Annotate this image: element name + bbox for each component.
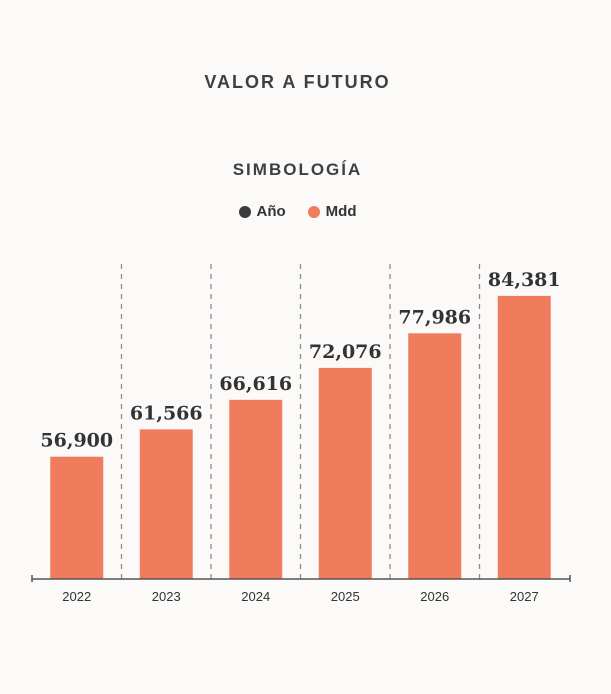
tick-label-2027: 2027: [510, 589, 539, 604]
legend-label-year: Año: [256, 203, 286, 220]
tick-label-2025: 2025: [331, 589, 360, 604]
legend-label-mdd: Mdd: [325, 203, 357, 220]
value-label-2027: 84,381: [488, 269, 561, 291]
bar-2023: [139, 429, 193, 579]
legend: Año Mdd: [0, 203, 595, 220]
value-label-2024: 66,616: [219, 373, 292, 395]
legend-item-mdd: Mdd: [307, 203, 357, 220]
legend-dot-year: [238, 205, 251, 218]
value-label-2022: 56,900: [40, 430, 113, 452]
value-label-2023: 61,566: [130, 402, 203, 424]
chart-title: VALOR A FUTURO: [204, 72, 391, 92]
bar-2026: [408, 333, 462, 579]
value-label-2025: 72,076: [309, 341, 382, 363]
bar-2022: [50, 456, 104, 579]
legend-title: SIMBOLOGÍA: [232, 160, 363, 179]
legend-item-year: Año: [238, 203, 286, 220]
tick-label-2026: 2026: [420, 589, 449, 604]
bar-2025: [318, 367, 372, 579]
value-label-2026: 77,986: [398, 306, 471, 328]
bar-2027: [497, 295, 551, 579]
legend-dot-mdd: [307, 205, 320, 218]
tick-label-2024: 2024: [241, 589, 270, 604]
tick-label-2023: 2023: [152, 589, 181, 604]
tick-label-2022: 2022: [62, 589, 91, 604]
bar-2024: [229, 399, 283, 579]
